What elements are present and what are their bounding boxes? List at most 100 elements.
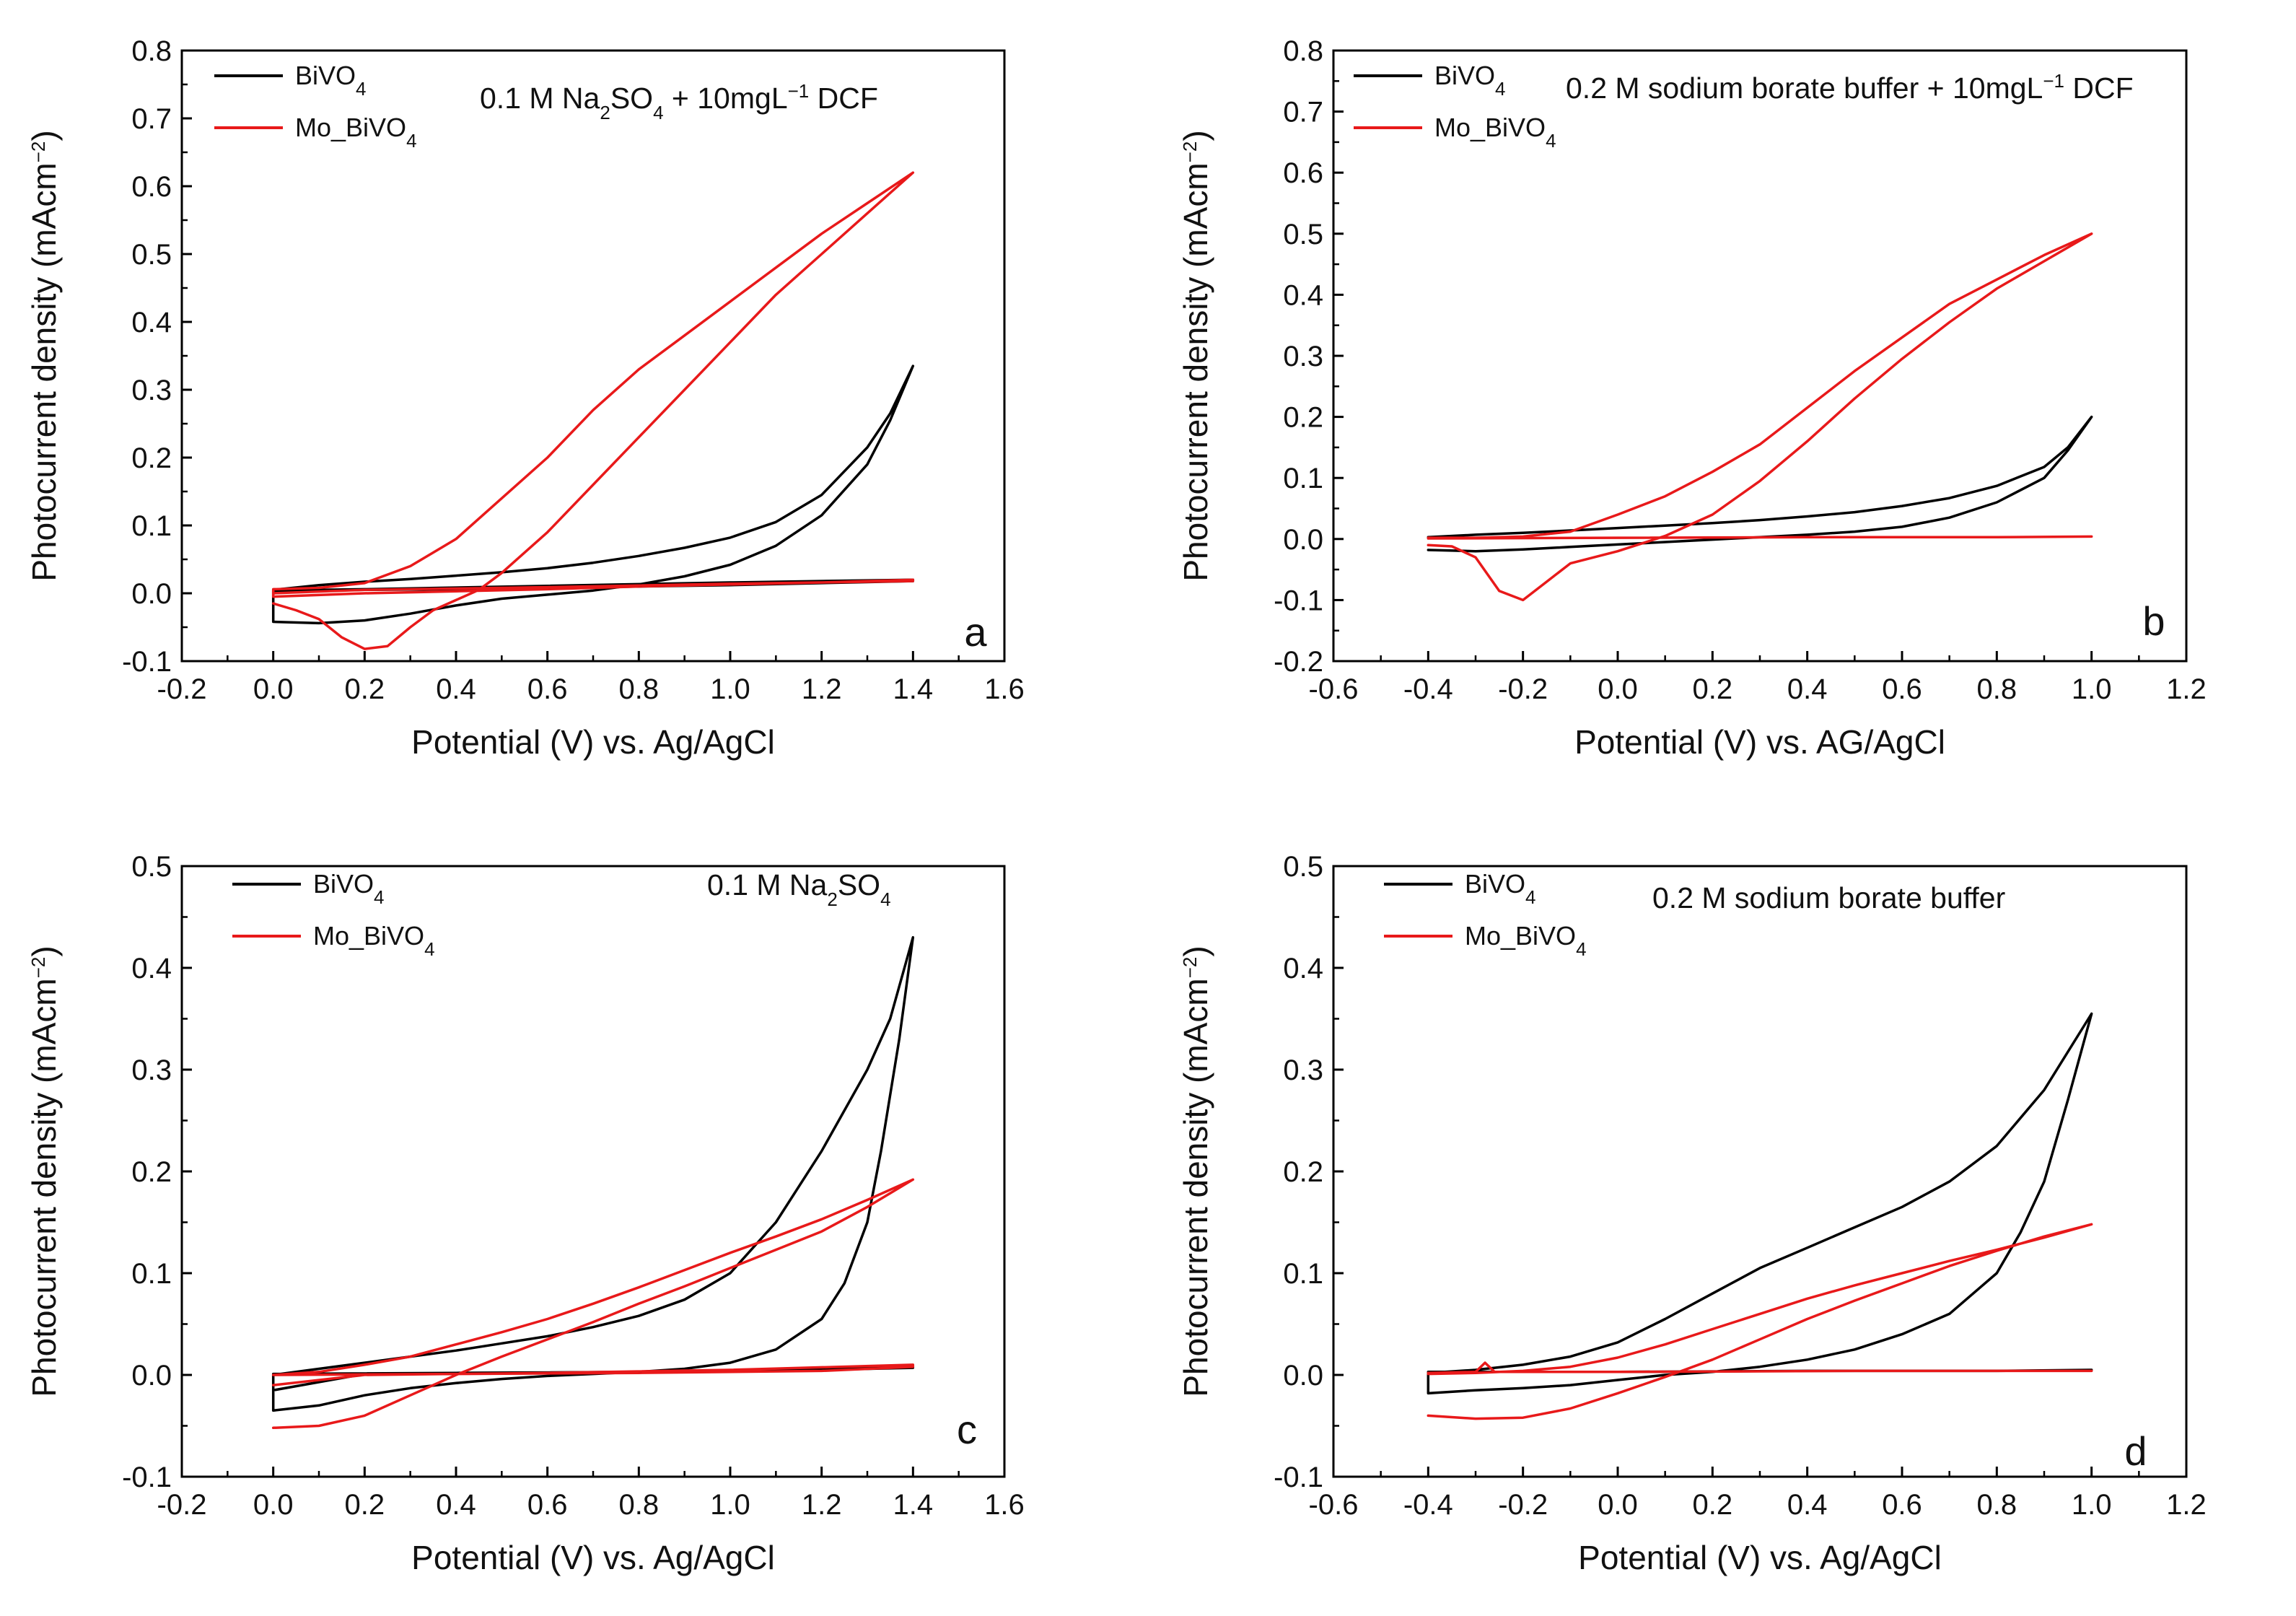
electrolyte-annotation: 0.2 M sodium borate buffer	[1652, 881, 2005, 914]
y-tick-label: 0.5	[131, 239, 172, 271]
legend-label-part: Mo_BiVO	[295, 113, 406, 142]
x-tick-label: 1.2	[2166, 673, 2207, 705]
panel-letter: c	[957, 1407, 977, 1452]
legend-label: BiVO4	[295, 61, 367, 100]
y-tick-label: 0.0	[131, 578, 172, 610]
y-axis-title-part: −2	[1179, 141, 1201, 163]
electrolyte-annotation-part: 4	[653, 102, 663, 123]
x-tick-label: 0.0	[253, 1489, 294, 1521]
legend-label-part: 4	[356, 78, 366, 100]
y-axis-title-part: Photocurrent density (mAcm	[25, 978, 63, 1397]
series-line-mo-bivo4	[271, 1178, 915, 1430]
electrolyte-annotation-part: 0.1 M Na	[707, 868, 828, 901]
y-tick-label: 0.8	[1283, 35, 1323, 67]
y-axis-title-part: −2	[1179, 957, 1201, 979]
y-axis-title-part: −2	[27, 141, 49, 163]
electrolyte-annotation-part: 0.1 M Na	[480, 82, 600, 115]
series-line-bivo4	[271, 935, 915, 1412]
y-tick-label: 0.1	[1283, 463, 1323, 494]
electrolyte-annotation-part: 2	[600, 102, 610, 123]
y-tick-label: -0.1	[1274, 1462, 1323, 1493]
legend-label-part: BiVO	[313, 869, 374, 899]
series-line-mo-bivo4	[1427, 1223, 2093, 1420]
panel-a: -0.2 0.0 0.2 0.4 0.6 0.8 1.0 1.2 1.4 1.6 -0.1 0.0 0.…	[25, 35, 1025, 761]
y-tick-label: 0.3	[1283, 341, 1323, 372]
electrolyte-annotation-part: 2	[827, 888, 837, 910]
y-tick-label: 0.7	[131, 103, 172, 135]
x-tick-label: 0.2	[345, 1489, 385, 1521]
legend-label-part: 4	[1546, 130, 1556, 152]
x-tick-label: 1.0	[2072, 673, 2112, 705]
x-tick-label: 1.2	[802, 673, 842, 705]
x-tick-label: 0.0	[1598, 673, 1638, 705]
y-tick-label: -0.2	[1274, 646, 1323, 678]
y-tick-label: 0.5	[1283, 219, 1323, 250]
x-tick-label: -0.4	[1403, 673, 1453, 705]
panel-b: -0.6 -0.4 -0.2 0.0 0.2 0.4 0.6 0.8 1.0 1.2 -0.2 -0.…	[1177, 35, 2207, 761]
x-tick-label: -0.2	[157, 1489, 207, 1521]
x-axis-title: Potential (V) vs. Ag/AgCl	[1578, 1539, 1942, 1576]
x-tick-label: -0.2	[1498, 673, 1548, 705]
y-tick-label: 0.2	[131, 1156, 172, 1188]
electrolyte-annotation-part: 0.2 M sodium borate buffer	[1652, 881, 2005, 914]
x-tick-label: 0.6	[527, 673, 568, 705]
electrolyte-annotation-part: SO	[838, 868, 880, 901]
electrolyte-annotation: 0.1 M Na2SO4 + 10mgL−1 DCF	[480, 80, 878, 123]
panel-c: -0.2 0.0 0.2 0.4 0.6 0.8 1.0 1.2 1.4 1.6 -0.1 0.0 0.…	[25, 851, 1025, 1576]
electrolyte-annotation-part: −1	[788, 80, 810, 102]
y-tick-label: 0.5	[131, 851, 172, 883]
y-tick-label: -0.1	[122, 1462, 172, 1493]
y-axis-title: Photocurrent density (mAcm−2)	[1177, 130, 1214, 581]
x-tick-label: 0.6	[1882, 673, 1922, 705]
x-tick-label: 1.0	[2072, 1489, 2112, 1521]
y-tick-label: 0.6	[1283, 157, 1323, 189]
y-axis-title-part: −2	[27, 957, 49, 979]
legend-label-part: Mo_BiVO	[1434, 113, 1546, 142]
y-axis-title-part: )	[25, 130, 63, 141]
panel-d: -0.6 -0.4 -0.2 0.0 0.2 0.4 0.6 0.8 1.0 1.2 -0.1 0.0…	[1177, 851, 2207, 1576]
y-tick-label: 0.4	[1283, 279, 1323, 311]
y-tick-label: -0.1	[1274, 585, 1323, 616]
x-tick-label: -0.4	[1403, 1489, 1453, 1521]
electrolyte-annotation-part: DCF	[2064, 71, 2134, 105]
electrolyte-annotation: 0.1 M Na2SO4	[707, 868, 891, 910]
x-tick-label: 0.4	[436, 673, 476, 705]
y-axis-title-part: )	[1177, 130, 1214, 141]
series-line-mo-bivo4	[271, 171, 915, 650]
y-axis-title-part: )	[1177, 945, 1214, 956]
x-tick-label: 0.4	[436, 1489, 476, 1521]
legend-label: BiVO4	[313, 869, 385, 908]
x-tick-label: 1.2	[2166, 1489, 2207, 1521]
y-axis-title-part: )	[25, 945, 63, 956]
legend-label-part: BiVO	[295, 61, 356, 90]
y-tick-label: 0.2	[1283, 402, 1323, 434]
panel-letter: a	[964, 609, 987, 655]
x-tick-label: 1.4	[893, 1489, 934, 1521]
x-tick-label: 0.2	[1693, 673, 1733, 705]
x-tick-label: 0.8	[619, 673, 660, 705]
x-tick-label: 0.6	[1882, 1489, 1922, 1521]
y-tick-label: -0.1	[122, 646, 172, 678]
y-axis-title-part: Photocurrent density (mAcm	[25, 162, 63, 581]
x-axis-title: Potential (V) vs. AG/AgCl	[1574, 723, 1945, 761]
legend-label: BiVO4	[1434, 61, 1506, 100]
legend-label: Mo_BiVO4	[313, 921, 435, 960]
x-axis-title: Potential (V) vs. Ag/AgCl	[411, 723, 775, 761]
y-tick-label: 0.1	[131, 510, 172, 542]
legend-label: Mo_BiVO4	[1434, 113, 1556, 152]
series-line-bivo4	[271, 364, 915, 625]
electrolyte-annotation-part: DCF	[809, 82, 878, 115]
x-tick-label: 1.6	[984, 673, 1025, 705]
x-tick-label: 0.4	[1787, 1489, 1828, 1521]
series-line-mo-bivo4	[1427, 232, 2093, 602]
x-tick-label: 0.0	[1598, 1489, 1638, 1521]
y-tick-label: 0.0	[1283, 1360, 1323, 1392]
x-tick-label: 1.0	[710, 1489, 750, 1521]
legend-label-part: BiVO	[1434, 61, 1495, 90]
series-line-bivo4	[1427, 415, 2093, 553]
x-tick-label: 0.8	[1977, 673, 2017, 705]
x-tick-label: -0.2	[1498, 1489, 1548, 1521]
legend-label-part: 4	[406, 130, 416, 152]
x-axis-title: Potential (V) vs. Ag/AgCl	[411, 1539, 775, 1576]
